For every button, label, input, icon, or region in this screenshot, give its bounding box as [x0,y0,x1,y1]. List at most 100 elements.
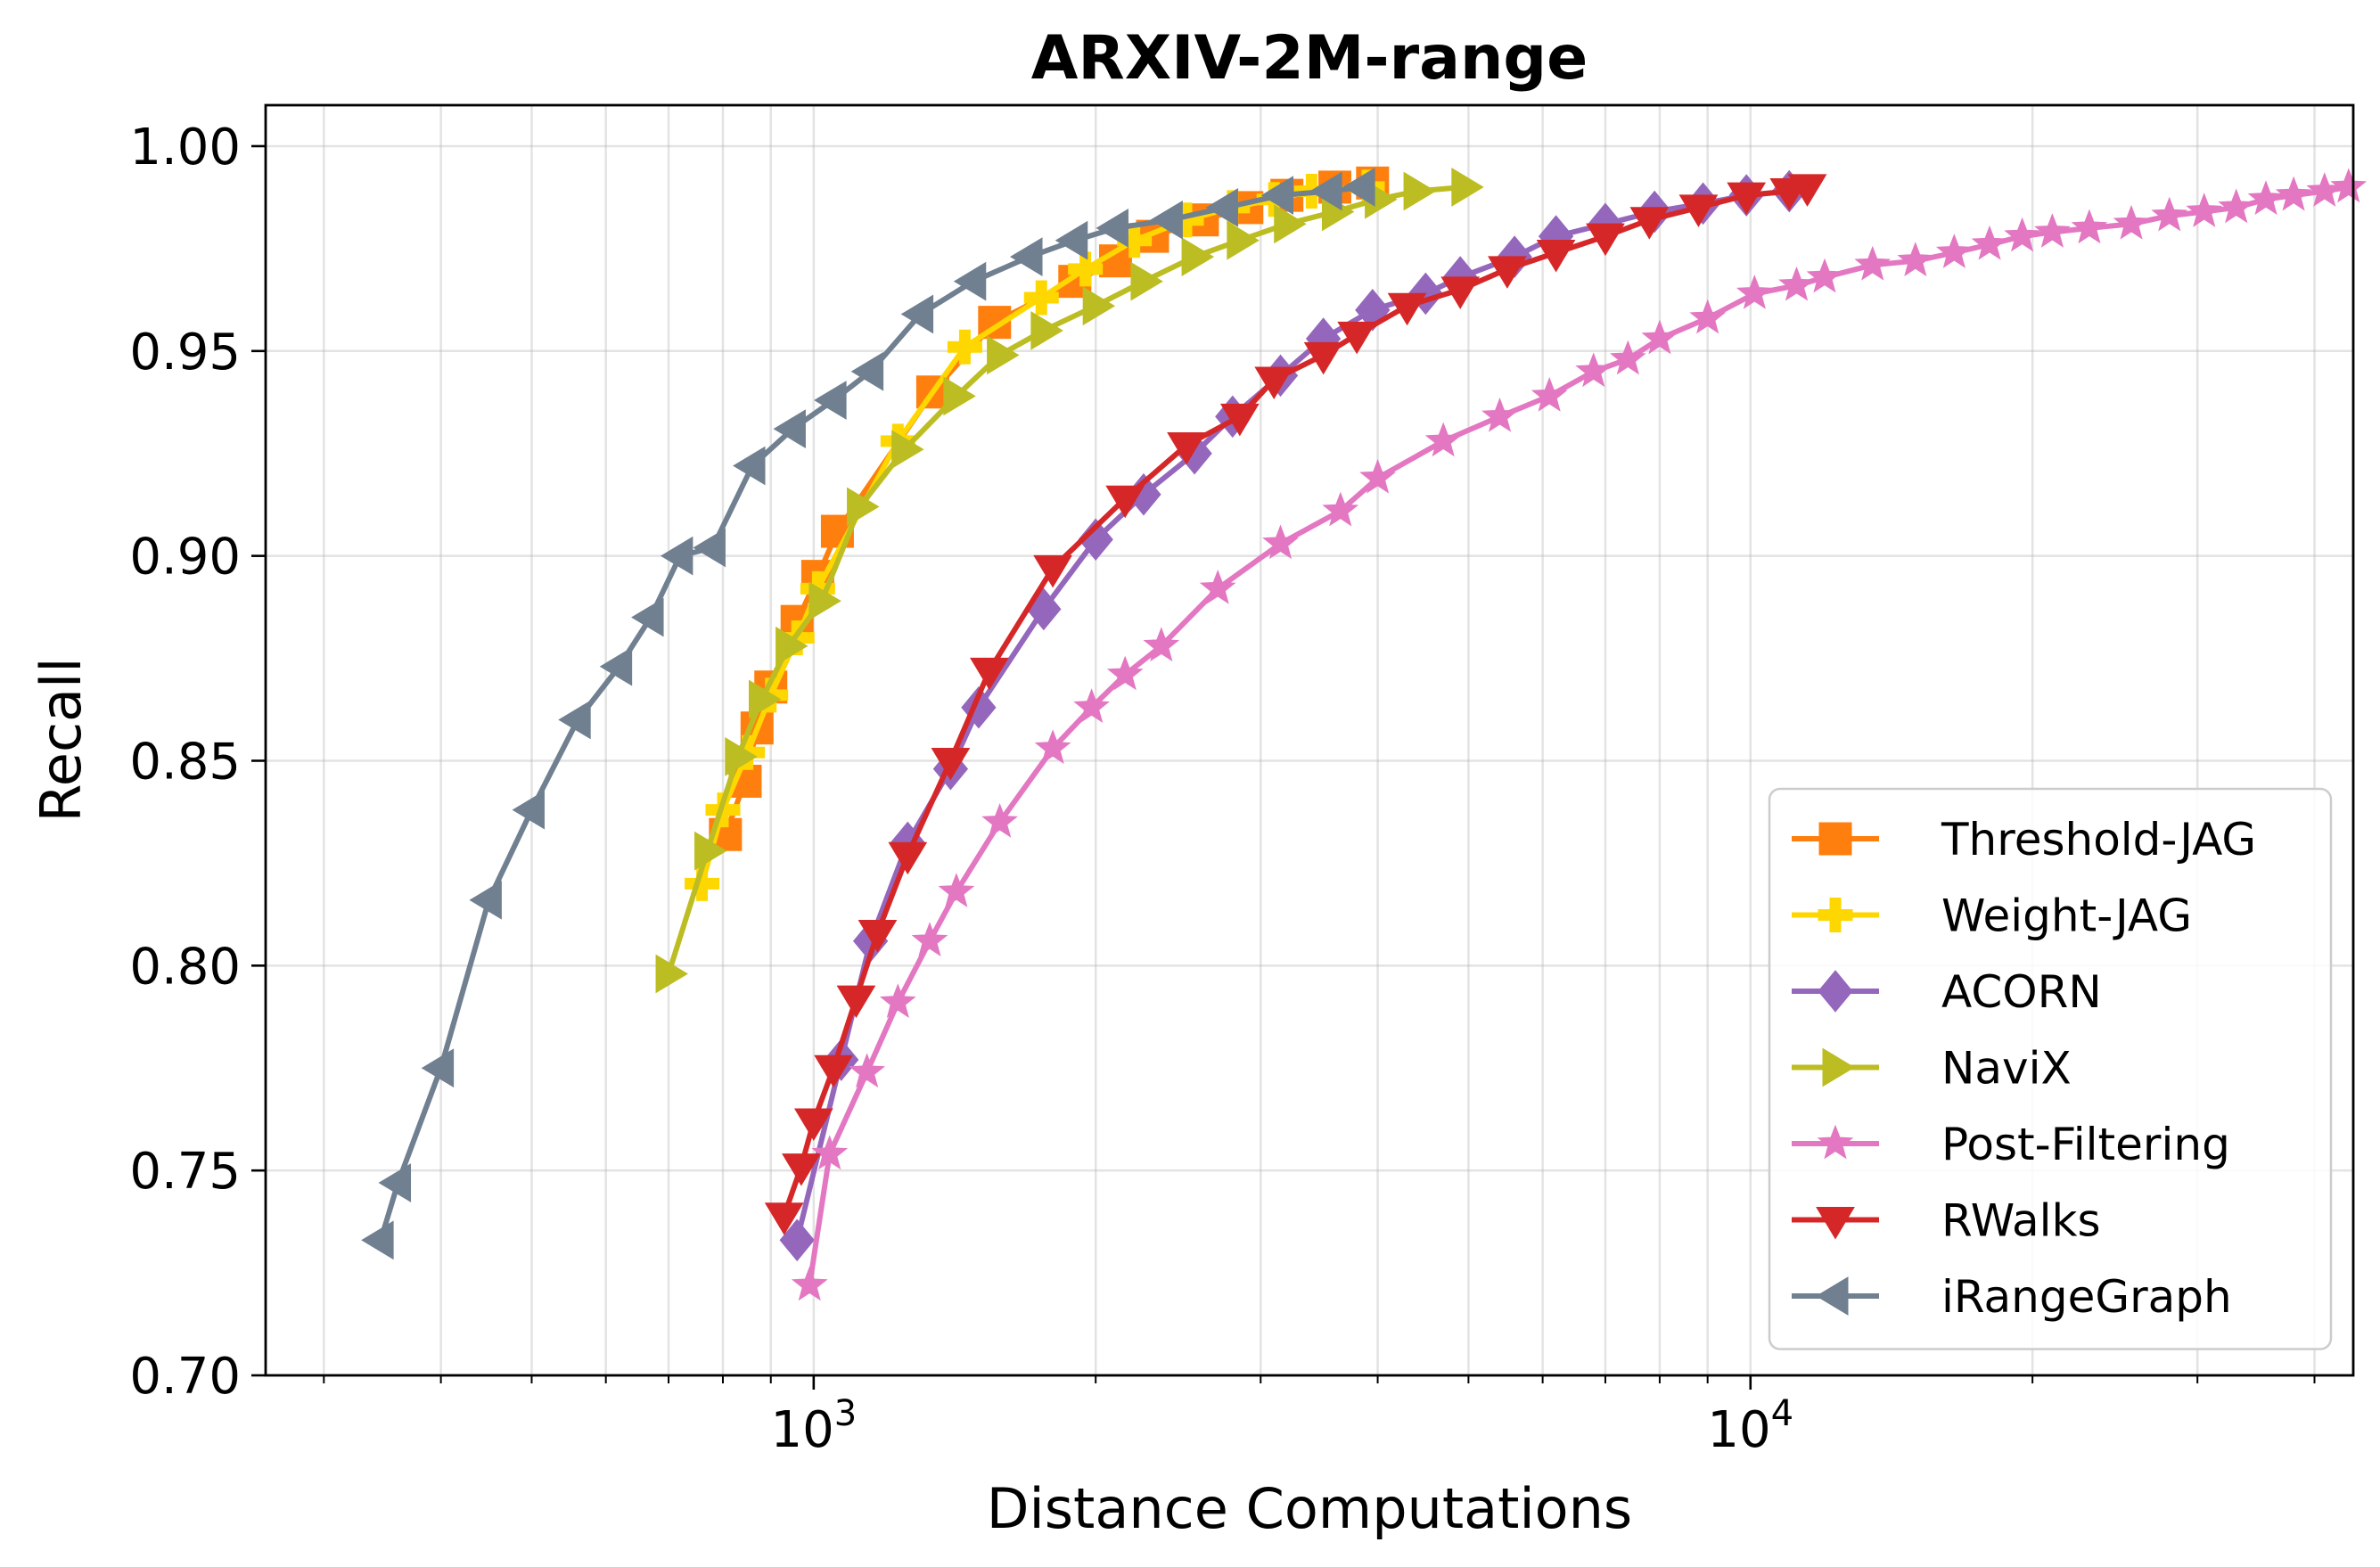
data-point-navix [1030,310,1063,350]
data-point-rwalks [1105,485,1145,519]
data-point-irangegraph [1150,200,1183,240]
legend-item-threshold-jag: Threshold-JAG [1792,814,2256,866]
data-point-irangegraph [1260,176,1294,216]
data-point-rwalks [1488,256,1527,289]
data-point-post-filtering [1034,729,1071,765]
legend-item-irangegraph: iRangeGraph [1792,1271,2232,1323]
data-point-post-filtering [1424,422,1462,457]
legend-item-navix: NaviX [1792,1043,2072,1095]
legend-marker-navix [1822,1047,1855,1087]
plot-frame [264,103,2355,1377]
axis-ticks: 103 104 0.70 0.75 0.80 0.85 0.90 0.95 1.00 [129,119,2316,1459]
data-point-rwalks [1337,321,1377,355]
x-tick-label: 104 [1707,1393,1793,1459]
legend-label: ACORN [1941,966,2102,1018]
data-point-navix [1082,286,1116,326]
data-point-rwalks [888,841,928,875]
data-point-post-filtering [2218,188,2255,224]
y-tick-label: 0.95 [129,324,241,381]
y-tick-label: 0.70 [129,1348,241,1406]
data-point-post-filtering [1199,569,1236,604]
legend-label: RWalks [1941,1195,2101,1247]
data-point-post-filtering [1531,376,1568,412]
data-point-rwalks [1219,403,1260,437]
data-point-post-filtering [938,873,975,907]
legend-label: Weight-JAG [1941,890,2192,942]
y-axis-label: Recall [29,658,94,823]
data-point-post-filtering [2071,209,2108,244]
data-point-irangegraph [953,261,987,301]
data-point-post-filtering [1322,491,1359,527]
data-point-post-filtering [1359,458,1396,494]
data-point-rwalks [1536,239,1576,273]
data-point-rwalks [814,1054,853,1088]
data-point-post-filtering [2151,196,2188,232]
legend-label: iRangeGraph [1941,1271,2232,1323]
data-point-rwalks [1629,207,1670,240]
legend-marker-rwalks [1816,1207,1855,1240]
data-point-post-filtering [1106,655,1144,691]
data-point-post-filtering [1143,627,1180,662]
data-point-rwalks [931,747,971,781]
data-point-weight-jag [1068,251,1104,287]
legend-marker-acorn [1818,970,1853,1013]
data-point-navix [1181,237,1215,276]
data-point-acorn [1078,518,1113,562]
legend-marker-post-filtering [1817,1124,1854,1160]
data-point-irangegraph [1096,209,1128,248]
y-tick-label: 0.85 [129,733,241,791]
legend-item-acorn: ACORN [1792,966,2102,1018]
data-point-post-filtering [1262,524,1299,560]
legend: Threshold-JAG Weight-JAG ACORN NaviX Post-Fi… [1768,787,2333,1350]
legend-label: NaviX [1941,1043,2072,1095]
data-point-irangegraph [850,351,884,391]
data-point-rwalks [1787,174,1827,207]
data-point-rwalks [782,1153,821,1186]
data-point-rwalks [1586,223,1625,257]
data-point-rwalks [858,920,898,953]
x-tick-label: 103 [770,1393,857,1459]
data-point-rwalks [1440,276,1481,309]
legend-label: Post-Filtering [1941,1119,2230,1170]
data-point-irangegraph [660,536,693,576]
data-point-rwalks [836,985,876,1019]
data-point-post-filtering [1575,352,1613,388]
series-irangegraph [361,168,1375,1260]
data-point-navix [748,679,782,719]
data-point-post-filtering [2113,204,2150,240]
chart-title: ARXIV-2M-range [1031,23,1588,94]
data-point-irangegraph [733,446,766,486]
data-point-navix [1130,261,1163,301]
data-point-irangegraph [378,1163,412,1202]
data-point-acorn [779,1218,815,1262]
data-point-irangegraph [361,1220,394,1260]
data-point-post-filtering [1935,234,1973,268]
data-point-irangegraph [558,700,591,740]
data-point-irangegraph [421,1048,455,1088]
data-point-rwalks [1727,182,1767,216]
legend-item-weight-jag: Weight-JAG [1792,890,2192,942]
data-point-rwalks [1303,341,1343,375]
y-tick-label: 1.00 [129,119,241,176]
data-point-post-filtering [1609,340,1646,375]
data-point-post-filtering [1806,258,1843,293]
data-point-navix [987,335,1020,375]
data-point-rwalks [1167,432,1206,465]
data-point-navix [694,831,727,871]
data-point-post-filtering [2034,213,2071,248]
data-point-irangegraph [1055,220,1088,260]
data-point-irangegraph [599,646,633,686]
data-point-navix [1403,171,1437,211]
data-point-irangegraph [1309,171,1342,211]
data-point-post-filtering [1736,275,1773,309]
data-point-navix [776,626,808,666]
data-point-post-filtering [911,922,948,957]
data-point-rwalks [1678,194,1719,227]
data-point-irangegraph [469,880,502,920]
data-point-navix [847,487,880,527]
data-point-rwalks [1033,554,1072,588]
data-point-weight-jag [1023,280,1059,316]
data-point-post-filtering [1778,266,1815,301]
x-axis-label: Distance Computations [987,1476,1632,1541]
